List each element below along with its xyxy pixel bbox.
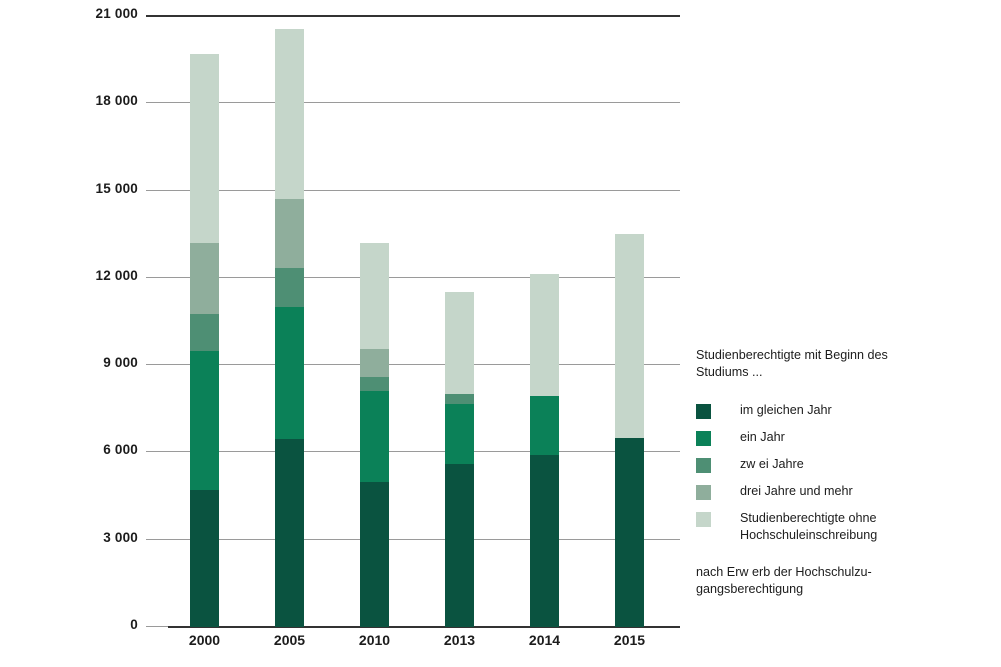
y-axis-tick: [146, 626, 168, 627]
legend-item-label: zw ei Jahre: [740, 457, 804, 471]
legend-item-label: drei Jahre und mehr: [740, 484, 853, 498]
y-axis-tick-label: 6 000: [103, 442, 138, 458]
gridline: [168, 102, 680, 104]
legend-item-label: ein Jahr: [740, 430, 785, 444]
bar-segment: [530, 395, 559, 456]
bar-segment: [445, 404, 474, 465]
legend-footnote-line: nach Erw erb der Hochschulzu-: [696, 565, 872, 579]
y-axis-tick-label: 3 000: [103, 529, 138, 545]
bar-segment: [360, 349, 389, 377]
legend-item[interactable]: ein Jahr: [696, 429, 996, 448]
legend-title: Studienberechtigte mit Beginn des Studium…: [696, 347, 946, 381]
bar-segment: [190, 490, 219, 627]
bar-stack: [190, 53, 219, 627]
y-axis-tick-label: 9 000: [103, 355, 138, 371]
legend-color-swatch: [696, 404, 711, 419]
legend-color-swatch: [696, 431, 711, 446]
zero-axis-line: [168, 626, 680, 628]
x-axis-label: 2005: [273, 632, 306, 648]
bar-segment: [360, 376, 389, 392]
bar-segment: [445, 394, 474, 405]
bar-stack: [275, 29, 304, 627]
bar-segment: [275, 29, 304, 200]
gridline: [168, 276, 680, 278]
y-axis-tick: [146, 538, 168, 540]
x-axis-label: 2000: [188, 632, 221, 648]
bar-segment: [530, 455, 559, 627]
bar-segment: [445, 292, 474, 395]
legend-footnote-line: gangsberechtigung: [696, 582, 804, 596]
bar-segment: [445, 464, 474, 627]
bar-segment: [190, 314, 219, 351]
chart-legend: Studienberechtigte mit Beginn des Studium…: [696, 347, 996, 598]
y-axis-tick-label: 18 000: [95, 93, 138, 109]
gridline: [168, 189, 680, 191]
y-axis-tick-label: 12 000: [95, 267, 138, 283]
legend-title-line: Studiums ...: [696, 365, 763, 379]
y-axis-tick: [146, 102, 168, 104]
y-axis-tick-label: 15 000: [95, 180, 138, 196]
stacked-bars: [168, 15, 680, 627]
bar-segment: [615, 234, 644, 438]
x-axis-label: 2010: [358, 632, 391, 648]
legend-title-line: Studienberechtigte mit Beginn des: [696, 348, 888, 362]
x-axis-label: 2014: [528, 632, 561, 648]
legend-item-label: Studienberechtigte ohne Hochschuleinschr…: [740, 511, 878, 542]
y-axis-tick: [146, 451, 168, 453]
y-axis-tick: [146, 189, 168, 191]
legend-item-label: im gleichen Jahr: [740, 403, 832, 417]
legend-color-swatch: [696, 458, 711, 473]
legend-color-swatch: [696, 485, 711, 500]
bar-segment: [190, 350, 219, 491]
bar-segment: [275, 199, 304, 268]
x-axis-label: 2015: [613, 632, 646, 648]
legend-color-swatch: [696, 512, 711, 527]
gridline: [168, 364, 680, 366]
bar-stack: [445, 292, 474, 627]
bar-stack: [615, 234, 644, 627]
y-axis-tick-label: 0: [130, 617, 138, 632]
top-axis-line: [168, 15, 680, 17]
y-axis-tick: [146, 276, 168, 278]
bar-stack: [530, 273, 559, 627]
y-axis-tick-label: 21 000: [95, 6, 138, 21]
legend-item[interactable]: im gleichen Jahr: [696, 402, 996, 421]
gridline: [168, 451, 680, 453]
bar-segment: [190, 53, 219, 243]
legend-item[interactable]: Studienberechtigte ohne Hochschuleinschr…: [696, 510, 996, 544]
y-axis-tick: [146, 15, 168, 17]
bar-segment: [275, 267, 304, 307]
bar-segment: [615, 437, 644, 627]
bar-segment: [275, 306, 304, 440]
bar-segment: [360, 391, 389, 482]
bar-segment: [360, 242, 389, 350]
legend-item[interactable]: drei Jahre und mehr: [696, 483, 996, 502]
bar-stack: [360, 242, 389, 627]
gridline: [168, 538, 680, 540]
bar-segment: [190, 242, 219, 315]
bar-segment: [275, 439, 304, 627]
bar-segment: [360, 481, 389, 627]
legend-item[interactable]: zw ei Jahre: [696, 456, 996, 475]
x-axis-label: 2013: [443, 632, 476, 648]
y-axis-tick: [146, 364, 168, 366]
legend-footnote: nach Erw erb der Hochschulzu-gangsberech…: [696, 564, 946, 598]
legend-item-list: im gleichen Jahr ein Jahr zw ei Jahre drei …: [696, 402, 996, 544]
bar-segment: [530, 273, 559, 396]
